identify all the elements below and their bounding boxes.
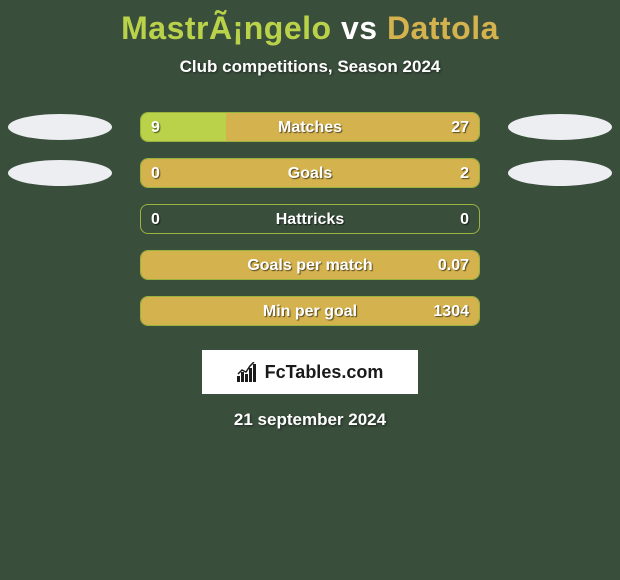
player1-logo-placeholder: [8, 160, 112, 186]
player1-logo-placeholder: [8, 114, 112, 140]
stat-row: 00Hattricks: [0, 204, 620, 250]
stat-row: 1304Min per goal: [0, 296, 620, 342]
stat-label: Goals: [141, 159, 479, 188]
stat-row: 927Matches: [0, 112, 620, 158]
stat-bar: 0.07Goals per match: [140, 250, 480, 280]
brand-box[interactable]: FcTables.com: [202, 350, 418, 394]
vs-label: vs: [341, 10, 378, 46]
stat-label: Goals per match: [141, 251, 479, 280]
stat-label: Hattricks: [141, 205, 479, 234]
stat-rows: 927Matches 02Goals 00Hattricks 0.07Goals pe…: [0, 112, 620, 342]
subtitle: Club competitions, Season 2024: [0, 57, 620, 77]
date-label: 21 september 2024: [0, 410, 620, 430]
stat-bar: 1304Min per goal: [140, 296, 480, 326]
stat-bar: 927Matches: [140, 112, 480, 142]
stat-bar: 02Goals: [140, 158, 480, 188]
brand-text: FcTables.com: [265, 362, 384, 383]
stat-label: Min per goal: [141, 297, 479, 326]
stat-row: 0.07Goals per match: [0, 250, 620, 296]
page-title: MastrÃ¡ngelo vs Dattola: [0, 0, 620, 47]
player2-logo-placeholder: [508, 160, 612, 186]
player2-name: Dattola: [387, 10, 499, 46]
comparison-card: MastrÃ¡ngelo vs Dattola Club competition…: [0, 0, 620, 580]
stat-row: 02Goals: [0, 158, 620, 204]
player2-logo-placeholder: [508, 114, 612, 140]
player1-name: MastrÃ¡ngelo: [121, 10, 331, 46]
stat-bar: 00Hattricks: [140, 204, 480, 234]
stat-label: Matches: [141, 113, 479, 142]
bars-icon: [237, 362, 259, 382]
